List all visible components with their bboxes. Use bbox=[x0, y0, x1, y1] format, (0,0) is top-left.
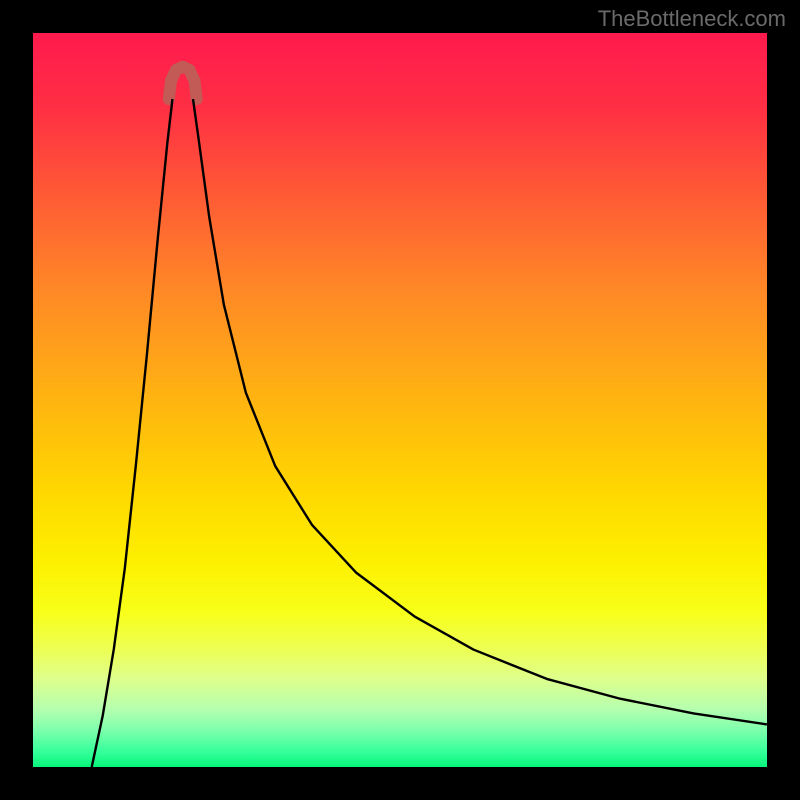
watermark-text: TheBottleneck.com bbox=[598, 6, 786, 32]
plot-area bbox=[33, 33, 767, 767]
curve-right bbox=[193, 99, 767, 724]
chart-container: TheBottleneck.com bbox=[0, 0, 800, 800]
curve-left bbox=[92, 99, 173, 767]
curves-layer bbox=[33, 33, 767, 767]
trough-marker bbox=[169, 67, 197, 99]
